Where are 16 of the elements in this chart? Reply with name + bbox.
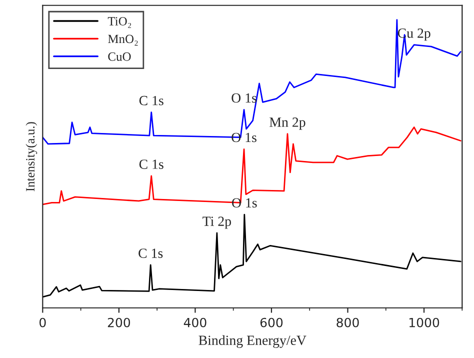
x-tick-label: 1000 [409,318,440,328]
legend-label: CuO [108,52,131,61]
annotation: C 1s [139,96,164,106]
x-tick-label: 200 [108,318,130,328]
x-tick-label: 800 [336,318,359,328]
annotation: C 1s [139,160,164,169]
legend-label: MnO₂ [108,34,138,46]
y-axis-title: Intensity(a.u.) [26,122,38,192]
x-tick-label: 0 [40,318,46,328]
annotation: Mn 2p [270,118,306,130]
legend-label: TiO₂ [108,17,132,28]
annotation: Ti 2p [202,216,232,229]
x-tick-label: 400 [184,318,206,328]
x-tick-label: 600 [260,318,283,328]
x-axis-title: Binding Energy/eV [198,335,306,348]
annotation: C 1s [138,248,163,258]
